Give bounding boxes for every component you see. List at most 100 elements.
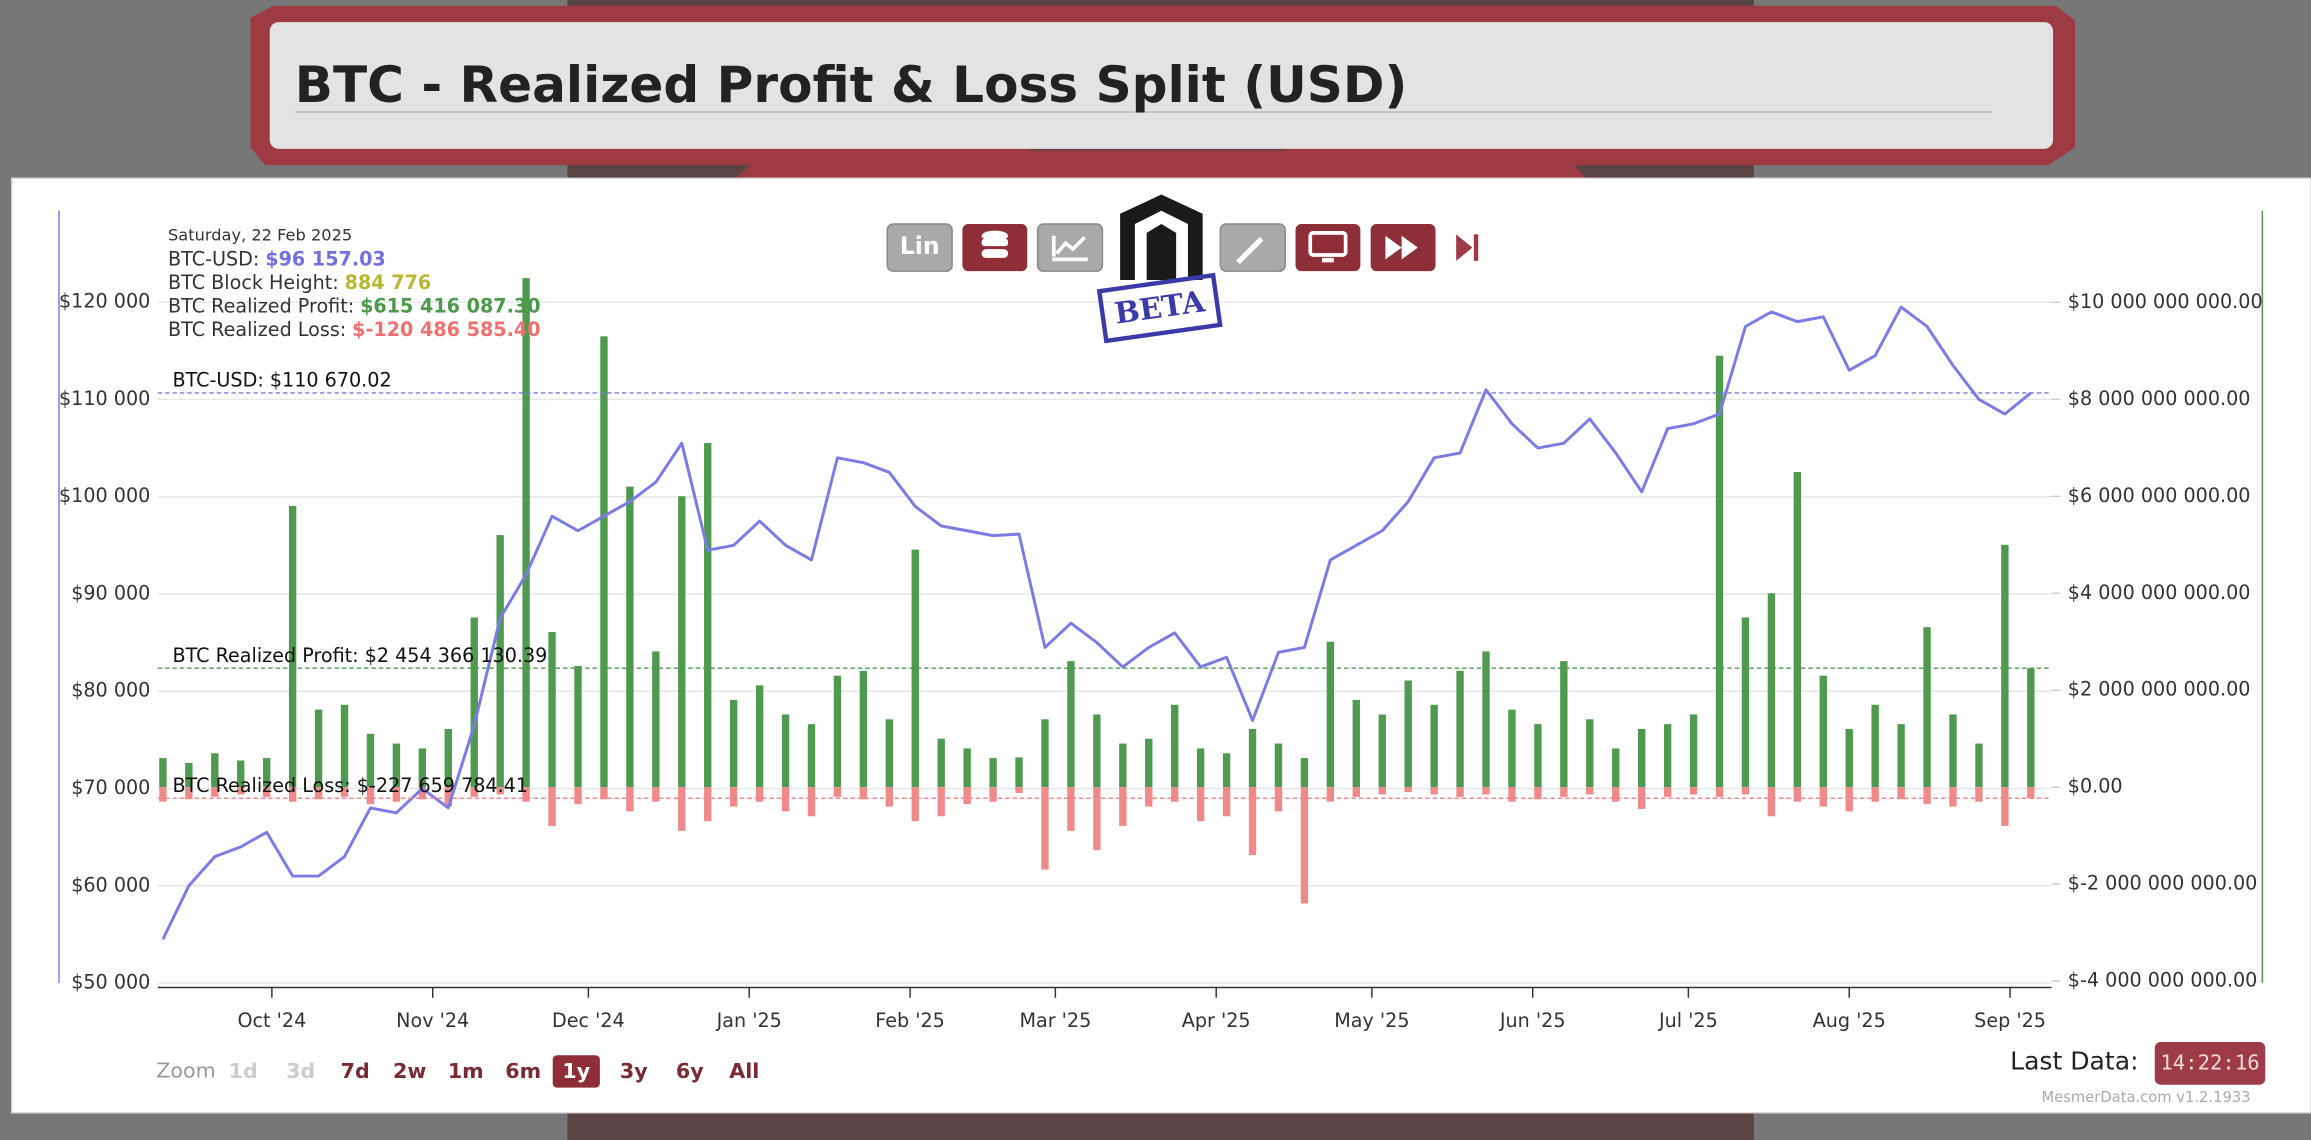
profit-bar (340, 704, 349, 788)
profit-bar (366, 733, 375, 788)
tooltip-row-value: $96 157.03 (265, 247, 385, 270)
loss-bar (600, 787, 608, 800)
scale-button-label: Lin (900, 232, 940, 260)
zoom-option[interactable]: 3y (620, 1059, 648, 1083)
profit-bar (1975, 743, 1983, 788)
credit: MesmerData.com v1.2.1933 (2041, 1089, 2250, 1106)
tooltip-row: BTC Block Height: 884 776 (168, 270, 431, 293)
profit-bar (496, 535, 504, 788)
zoom-option[interactable]: 6y (676, 1059, 704, 1083)
profit-bar (729, 699, 738, 788)
profit-bar (1534, 724, 1542, 788)
logo (1120, 194, 1203, 281)
tooltip-row: BTC Realized Loss: $-120 486 585.40 (168, 318, 540, 341)
zoom-option[interactable]: 2w (393, 1059, 426, 1083)
zoom-option[interactable]: All (729, 1059, 759, 1083)
profit-bar (1637, 729, 1646, 788)
profit-bar (1819, 675, 1827, 788)
zoom-option[interactable]: 1m (448, 1059, 484, 1083)
loss-bar (1715, 787, 1724, 797)
footer: Zoom Last Data: 14:22:16 MesmerData.com … (156, 1041, 2266, 1106)
loss-bar (626, 787, 634, 812)
tooltip-row-value: 884 776 (345, 270, 432, 293)
loss-bar (1689, 787, 1698, 795)
x-tick-label: May '25 (1334, 1009, 1409, 1032)
profit-bar (392, 743, 401, 788)
loss-bar (1041, 787, 1049, 870)
x-tick-label: Feb '25 (875, 1009, 945, 1032)
loss-bar (444, 787, 452, 807)
loss-bar (1975, 787, 1983, 802)
loss-bar (159, 787, 167, 802)
profit-bar (1897, 724, 1905, 788)
profit-bar (652, 651, 660, 788)
tooltip-date: Saturday, 22 Feb 2025 (168, 225, 352, 244)
loss-bar (263, 787, 271, 797)
profit-bar (1326, 641, 1335, 788)
plot: $50 000 $60 000 $70 000 $80 000 $90 000 $100 … (59, 278, 2263, 1032)
profit-bar (626, 486, 634, 788)
zoom-option: 1d (229, 1059, 258, 1083)
loss-bar (963, 787, 971, 805)
loss-bar (340, 787, 349, 797)
loss-bar (729, 787, 738, 807)
profit-bar (444, 729, 452, 788)
loss-bar (288, 787, 297, 802)
profit-bar (314, 709, 323, 788)
price-line (161, 305, 2032, 940)
tooltip: Saturday, 22 Feb 2025 BTC-USD: $96 157.03… (168, 225, 540, 340)
profit-bar (1145, 738, 1153, 788)
tooltip-row-label: BTC Block Height: (168, 270, 339, 293)
toolbar: Lin BETA (886, 194, 1479, 344)
wand-icon (1236, 236, 1264, 265)
profit-bar (159, 758, 167, 788)
loss-bar (1845, 787, 1853, 812)
loss-bar (418, 787, 427, 800)
data-button[interactable] (962, 224, 1028, 272)
loss-bar (911, 787, 919, 822)
profit-bar (911, 549, 919, 788)
profit-bar (1093, 714, 1101, 788)
profit-bar (678, 496, 686, 788)
profit-bar (1404, 680, 1412, 788)
tooltip-row-label: BTC Realized Profit: (168, 294, 354, 317)
loss-bar (1586, 787, 1594, 795)
y-tick-label: $110 000 (59, 387, 150, 410)
loss-bar (548, 787, 556, 826)
loss-bar (1819, 787, 1827, 807)
profit-bar (470, 617, 478, 788)
loss-bar (859, 787, 868, 800)
x-tick-label: Jun '25 (1499, 1009, 1566, 1032)
end-button[interactable] (1456, 234, 1479, 261)
loss-bar (1430, 787, 1438, 795)
x-tick-label: Sep '25 (1974, 1009, 2046, 1032)
loss-bar (755, 787, 764, 802)
zoom-option[interactable]: 6m (505, 1059, 541, 1083)
profit-bar (885, 719, 894, 788)
loss-bar (1222, 787, 1231, 817)
loss-bar (833, 787, 842, 797)
loss-bar (781, 787, 790, 812)
profit-bar (1586, 719, 1594, 788)
profit-bar (1741, 617, 1750, 788)
profit-bar (1508, 709, 1516, 788)
scale-button[interactable] (886, 223, 953, 272)
x-tick-label: Oct '24 (237, 1009, 306, 1032)
profit-bar (1949, 714, 1957, 788)
loss-bar (704, 787, 712, 822)
profit-bar (1689, 714, 1698, 788)
profit-bar (1663, 724, 1672, 788)
profit-bar (185, 762, 193, 788)
y2-tick-label: $10 000 000 000.00 (2068, 290, 2263, 313)
zoom-option[interactable]: 1y (562, 1059, 590, 1083)
zoom-option[interactable]: 7d (341, 1059, 370, 1083)
profit-bar (1067, 661, 1075, 788)
profit-bar (833, 675, 842, 788)
profit-bar (755, 685, 764, 788)
profit-bar (263, 758, 271, 788)
last-value-label: BTC Realized Profit: $2 454 366 130.39 (172, 644, 547, 667)
tooltip-row: BTC-USD: $96 157.03 (168, 247, 386, 270)
profit-bar (781, 714, 790, 788)
x-tick-label: Jul '25 (1658, 1009, 1718, 1032)
